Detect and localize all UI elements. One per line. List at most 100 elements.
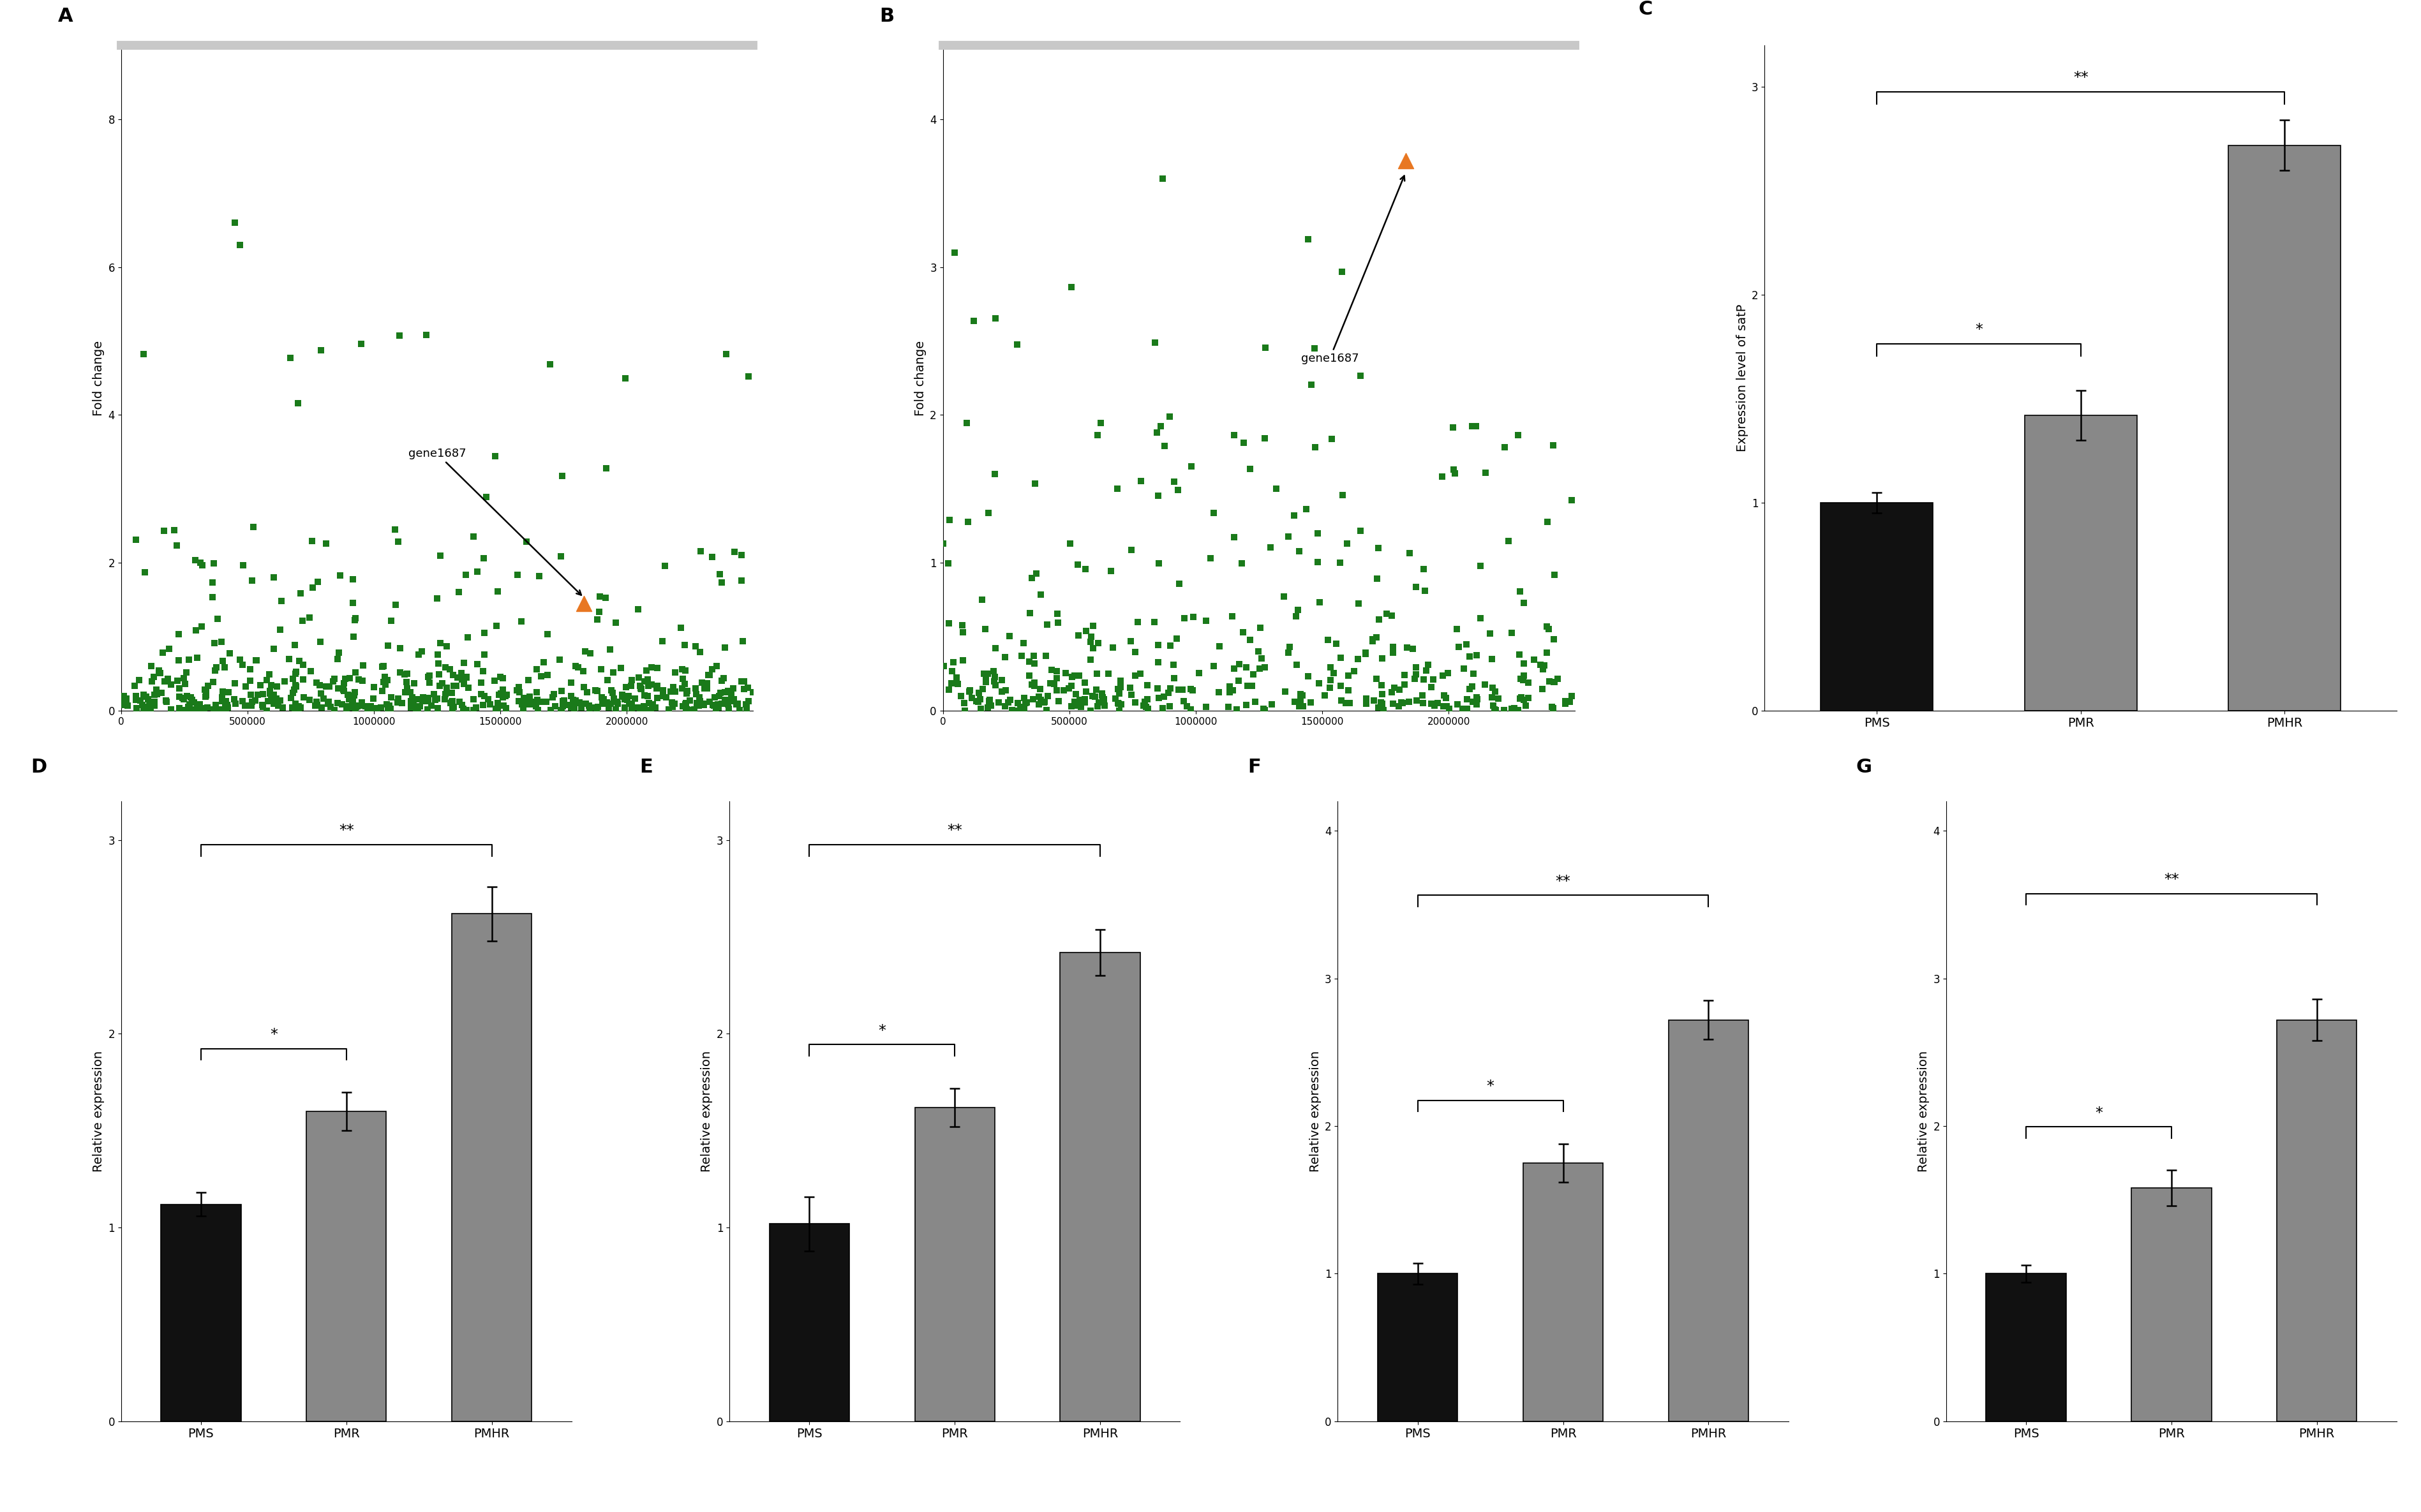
Point bbox=[1053, 694, 1092, 718]
Point bbox=[487, 696, 525, 720]
Point bbox=[121, 688, 160, 712]
Point bbox=[303, 339, 341, 363]
Point bbox=[1213, 679, 1252, 703]
Point bbox=[337, 696, 375, 720]
Point bbox=[625, 683, 663, 708]
Point bbox=[947, 699, 985, 723]
Point bbox=[479, 691, 518, 715]
Point bbox=[654, 689, 692, 714]
Point bbox=[724, 677, 763, 702]
Point bbox=[315, 667, 353, 691]
Point bbox=[925, 655, 964, 679]
Point bbox=[709, 692, 748, 717]
Point bbox=[675, 634, 714, 658]
Point bbox=[596, 686, 634, 711]
Point bbox=[276, 662, 315, 686]
Point bbox=[613, 696, 651, 720]
Point bbox=[448, 624, 487, 649]
Point bbox=[680, 685, 719, 709]
Point bbox=[182, 550, 220, 575]
Point bbox=[1065, 556, 1104, 581]
Point bbox=[479, 579, 518, 603]
Bar bbox=[2276, 1019, 2356, 1421]
Point bbox=[315, 670, 353, 694]
Point bbox=[433, 692, 472, 717]
Point bbox=[985, 679, 1024, 703]
Point bbox=[385, 680, 424, 705]
Point bbox=[276, 677, 315, 702]
Point bbox=[441, 689, 479, 714]
Point bbox=[729, 364, 767, 389]
Point bbox=[433, 680, 472, 705]
Point bbox=[116, 528, 155, 552]
Point bbox=[1322, 260, 1361, 284]
Point bbox=[702, 680, 741, 705]
Point bbox=[324, 671, 363, 696]
Point bbox=[680, 694, 719, 718]
Point bbox=[1373, 635, 1411, 659]
Point bbox=[327, 696, 366, 720]
Point bbox=[1140, 414, 1179, 438]
Point bbox=[1390, 541, 1428, 565]
Text: C: C bbox=[1639, 0, 1654, 18]
Point bbox=[542, 694, 581, 718]
Point bbox=[1043, 677, 1082, 702]
Point bbox=[1143, 166, 1181, 191]
Point bbox=[588, 696, 627, 720]
Point bbox=[223, 653, 261, 677]
Point bbox=[143, 680, 182, 705]
Point bbox=[605, 699, 644, 723]
Point bbox=[426, 682, 465, 706]
Point bbox=[1516, 647, 1554, 671]
Point bbox=[700, 562, 738, 587]
Point bbox=[136, 665, 174, 689]
Point bbox=[709, 679, 748, 703]
Point bbox=[1160, 478, 1198, 502]
Point bbox=[1264, 584, 1302, 608]
Point bbox=[245, 682, 283, 706]
Point bbox=[419, 686, 458, 711]
Point bbox=[1119, 609, 1157, 634]
Point bbox=[1256, 476, 1295, 500]
Point bbox=[944, 649, 983, 673]
Point bbox=[1010, 600, 1048, 624]
Point bbox=[680, 640, 719, 664]
Point bbox=[1138, 484, 1177, 508]
Point bbox=[167, 661, 206, 685]
Point bbox=[160, 696, 199, 720]
Point bbox=[1000, 699, 1039, 723]
Point bbox=[1339, 591, 1378, 615]
Point bbox=[1099, 691, 1138, 715]
Text: gene1687: gene1687 bbox=[1300, 175, 1404, 364]
Point bbox=[968, 662, 1007, 686]
Point bbox=[1210, 680, 1249, 705]
Point bbox=[1046, 661, 1085, 685]
Point bbox=[1477, 680, 1516, 705]
Point bbox=[1027, 689, 1065, 714]
Point bbox=[339, 694, 378, 718]
Point bbox=[119, 696, 157, 720]
Point bbox=[455, 688, 494, 712]
Point bbox=[487, 683, 525, 708]
Point bbox=[148, 667, 186, 691]
Point bbox=[259, 694, 298, 718]
Point bbox=[1525, 653, 1564, 677]
Point bbox=[409, 686, 448, 711]
Point bbox=[220, 233, 259, 257]
Point bbox=[1155, 470, 1194, 494]
Point bbox=[433, 694, 472, 718]
Point bbox=[1077, 694, 1116, 718]
Point bbox=[375, 593, 414, 617]
Point bbox=[334, 694, 373, 718]
Point bbox=[1472, 685, 1511, 709]
Point bbox=[1230, 457, 1269, 481]
Point bbox=[1070, 629, 1109, 653]
Point bbox=[1019, 692, 1058, 717]
Point bbox=[1116, 664, 1155, 688]
Point bbox=[627, 683, 666, 708]
Point bbox=[688, 671, 726, 696]
Y-axis label: Fold change: Fold change bbox=[915, 340, 927, 416]
Point bbox=[1489, 529, 1528, 553]
Point bbox=[1252, 535, 1290, 559]
Point bbox=[169, 647, 208, 671]
